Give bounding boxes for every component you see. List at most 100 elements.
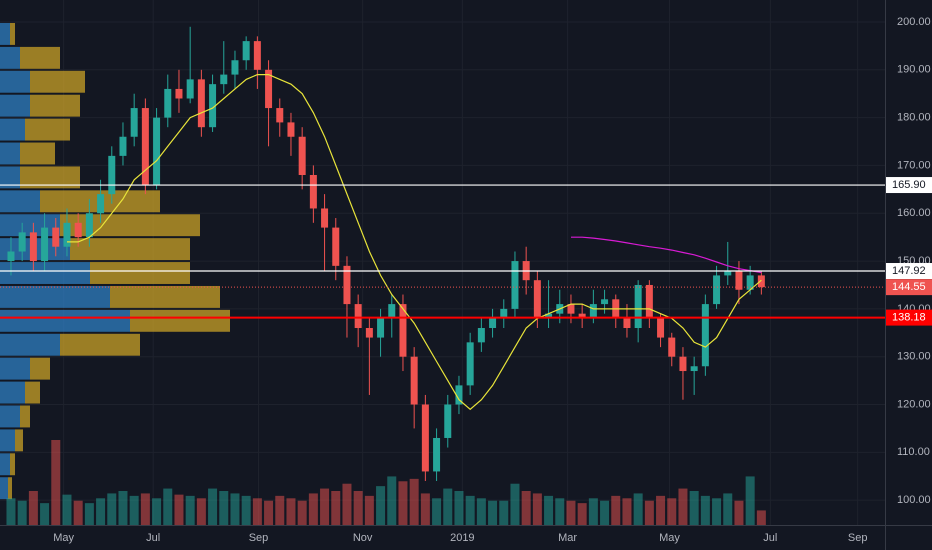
candle-body [29,232,37,262]
volume-bar [264,500,274,525]
candle-body [85,213,93,238]
x-tick-label: Mar [558,532,577,544]
candle-body [701,304,709,367]
volume-bar [667,498,677,525]
x-tick-label: 2019 [450,532,474,544]
candle-body [52,227,60,247]
candle-body [511,261,519,309]
candle-body [433,437,441,472]
candle-body [186,79,194,99]
candle-body [735,270,743,290]
profile-up-bar [0,453,10,476]
profile-up-bar [0,166,20,189]
candle-body [757,275,765,288]
candle-body [18,232,26,252]
candle-body [724,270,732,276]
candle-body [276,108,284,123]
x-tick-label: Nov [353,532,373,544]
volume-bar [320,488,330,525]
candle-body [287,122,295,137]
y-tick-label: 120.00 [897,398,931,410]
volume-bar [118,491,128,525]
candle-body [623,318,631,329]
volume-bar [96,498,106,525]
volume-bar [600,500,610,525]
volume-bar [544,495,554,525]
candle-body [365,328,373,338]
volume-bar [107,493,117,525]
volume-bar [432,498,442,525]
volume-bar [174,494,184,525]
volume-bar [566,500,576,525]
candle-body [354,304,362,329]
level-label-box [886,177,932,194]
volume-bar [286,498,296,525]
level-label-box [886,279,932,296]
volume-bar [6,498,16,525]
volume-bar [476,498,486,525]
volume-bar [633,493,643,525]
profile-up-bar [0,429,15,452]
candle-body [466,342,474,386]
candle-body [242,41,250,61]
volume-bar [51,440,61,525]
volume-bar [185,495,195,525]
candle-body [175,88,183,99]
volume-bar [364,495,374,525]
volume-bar [297,500,307,525]
x-tick-label: May [53,532,74,544]
volume-bar [208,488,218,525]
volume-bar [252,498,262,525]
volume-bar [745,476,755,525]
volume-bar [230,493,240,525]
x-tick-label: Jul [763,532,777,544]
volume-bar [521,491,531,525]
volume-bar [241,495,251,525]
volume-bar [734,500,744,525]
profile-down-bar [110,285,220,308]
candle-body [321,208,329,228]
y-tick-label: 180.00 [897,112,931,124]
candle-body [589,304,597,319]
y-tick-label: 130.00 [897,351,931,363]
profile-down-bar [25,381,40,404]
volume-bar [622,498,632,525]
volume-bar [17,500,27,525]
candle-body [231,60,239,75]
volume-bar [420,493,430,525]
volume-bar [488,500,498,525]
x-tick-label: Sep [249,532,269,544]
candle-body [500,308,508,319]
level-label-box [886,309,932,326]
candle-body [265,69,273,109]
candle-body [477,328,485,343]
profile-down-bar [20,46,60,69]
volume-bar [129,495,139,525]
profile-down-bar [15,429,23,452]
candle-body [601,299,609,305]
candle-body [668,337,676,357]
profile-down-bar [30,357,50,380]
candle-body [343,265,351,305]
level-label: 144.55 [892,281,926,293]
candle-body [388,304,396,319]
volume-bar [577,503,587,525]
profile-down-bar [60,214,200,237]
volume-bar [387,476,397,525]
volume-bar [689,491,699,525]
volume-bar [342,483,352,525]
volume-bar [700,495,710,525]
volume-bar [611,495,621,525]
candle-body [421,404,429,472]
volume-bar [152,498,162,525]
profile-up-bar [0,190,40,213]
candle-body [332,227,340,266]
y-tick-label: 110.00 [897,446,930,458]
volume-bar [196,498,206,525]
volume-bar [532,493,542,525]
candle-body [41,227,49,262]
candle-body [690,366,698,372]
profile-up-bar [0,333,60,356]
volume-bar [28,491,38,525]
candle-body [713,275,721,305]
